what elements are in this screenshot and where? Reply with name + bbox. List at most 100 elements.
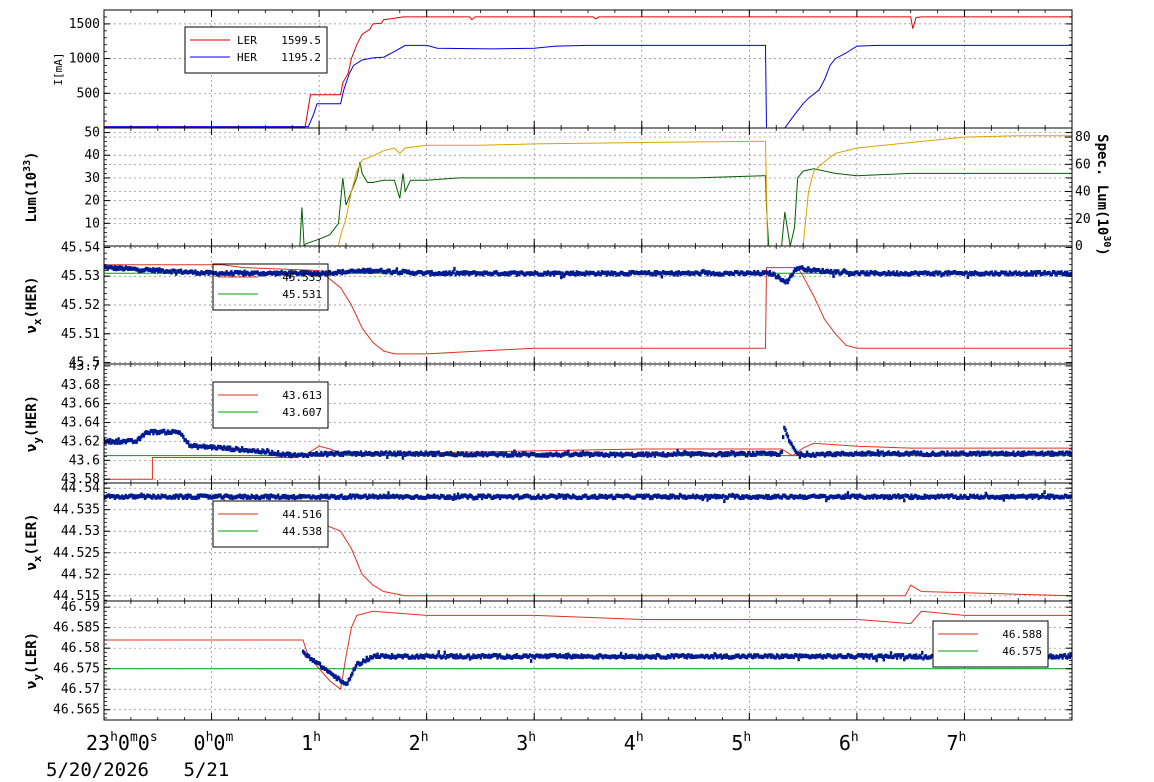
measure-point bbox=[790, 441, 793, 446]
measure-point bbox=[933, 272, 936, 277]
measure-point bbox=[599, 272, 602, 277]
y-tick-label: 45.54 bbox=[61, 240, 100, 255]
measure-point bbox=[288, 451, 292, 456]
measure-point bbox=[843, 495, 846, 500]
measure-point bbox=[448, 270, 451, 275]
y-tick-label: 500 bbox=[77, 86, 100, 101]
measure-point bbox=[1025, 270, 1028, 275]
measure-point bbox=[897, 450, 900, 455]
legend-box bbox=[212, 263, 329, 311]
measure-point bbox=[142, 433, 145, 438]
measure-point bbox=[465, 451, 468, 456]
measure-point bbox=[158, 267, 161, 272]
measure-point bbox=[899, 655, 902, 660]
measure-point bbox=[721, 493, 725, 498]
y-tick-label: 45.53 bbox=[61, 269, 100, 284]
measure-point bbox=[367, 657, 371, 662]
measure-point bbox=[544, 653, 547, 658]
measure-point bbox=[921, 650, 924, 655]
measure-point bbox=[1049, 653, 1052, 658]
measure-point bbox=[805, 450, 809, 455]
measure-point bbox=[1030, 493, 1033, 498]
measure-point bbox=[862, 655, 865, 660]
measure-point bbox=[725, 453, 728, 458]
measure-point bbox=[597, 655, 600, 660]
measure-point bbox=[341, 453, 345, 458]
measure-point bbox=[654, 655, 658, 660]
measure-point bbox=[362, 267, 365, 272]
legend-box bbox=[212, 500, 329, 548]
measure-point bbox=[276, 493, 280, 498]
measure-point bbox=[348, 676, 352, 681]
measure-point bbox=[209, 444, 213, 449]
measure-point bbox=[641, 495, 644, 500]
measure-point bbox=[482, 272, 485, 277]
measure-point bbox=[429, 272, 432, 277]
y-tick-label: 45.5 bbox=[69, 356, 100, 371]
y-tick-label: 45.52 bbox=[61, 298, 100, 313]
measure-point bbox=[173, 495, 177, 500]
y-tick-label: 44.53 bbox=[61, 524, 100, 539]
measure-point bbox=[324, 450, 328, 455]
measure-point bbox=[636, 655, 640, 660]
measure-point bbox=[783, 425, 786, 430]
measure-point bbox=[597, 495, 600, 500]
measure-point bbox=[990, 270, 994, 275]
measure-point bbox=[889, 651, 893, 656]
measure-point bbox=[778, 452, 781, 457]
measure-point bbox=[605, 272, 608, 277]
y-tick-label: 46.59 bbox=[61, 600, 100, 615]
y-tick-label: 43.58 bbox=[61, 472, 100, 487]
measure-point bbox=[390, 653, 394, 658]
measure-point bbox=[1042, 494, 1045, 499]
measure-point bbox=[627, 272, 630, 277]
measure-point bbox=[699, 272, 702, 277]
measure-point bbox=[706, 272, 709, 277]
measure-point bbox=[443, 650, 446, 655]
measure-point bbox=[352, 493, 355, 498]
measure-point bbox=[307, 654, 311, 659]
measure-point bbox=[705, 270, 708, 275]
measure-point bbox=[228, 445, 232, 450]
measure-point bbox=[1069, 271, 1072, 276]
measure-point bbox=[268, 496, 271, 501]
measure-point bbox=[150, 428, 154, 433]
measure-point bbox=[861, 652, 864, 657]
measure-point bbox=[504, 451, 508, 456]
measure-point bbox=[473, 270, 477, 275]
measure-point bbox=[195, 443, 198, 448]
measure-point bbox=[675, 452, 678, 457]
measure-point bbox=[610, 493, 613, 498]
measure-point bbox=[556, 495, 559, 500]
measure-point bbox=[286, 451, 289, 456]
y-tick-label: 46.565 bbox=[53, 703, 100, 718]
x-tick-label: 6h bbox=[839, 730, 859, 755]
legend-value: 1599.5 bbox=[281, 34, 321, 47]
panel-nuy_her: 43.58 43.6 43.62 43.64 43.66 43.68 43.7 νy(HER)… bbox=[24, 359, 1073, 487]
measure-point bbox=[1066, 655, 1069, 660]
measure-point bbox=[834, 453, 838, 458]
measure-point bbox=[178, 430, 181, 435]
measure-point bbox=[708, 496, 712, 501]
measure-point bbox=[875, 452, 878, 457]
measure-point bbox=[641, 451, 644, 456]
x-tick-label: 7h bbox=[946, 730, 966, 755]
measure-point bbox=[954, 450, 958, 455]
x-tick-label: 5h bbox=[731, 730, 751, 755]
measure-point bbox=[823, 494, 827, 499]
measure-point bbox=[846, 491, 850, 496]
measure-point bbox=[351, 671, 354, 676]
measure-point bbox=[195, 496, 198, 501]
measure-point bbox=[375, 654, 378, 659]
measure-point bbox=[515, 653, 518, 658]
legend: 43.613 43.607 bbox=[212, 381, 329, 429]
measure-point bbox=[887, 496, 890, 501]
measure-point bbox=[792, 269, 796, 274]
measure-point bbox=[360, 661, 364, 666]
y-tick-label: 46.58 bbox=[61, 641, 100, 656]
measure-point bbox=[386, 495, 389, 500]
measure-point bbox=[877, 452, 881, 457]
legend-value: 46.575 bbox=[1002, 645, 1042, 658]
